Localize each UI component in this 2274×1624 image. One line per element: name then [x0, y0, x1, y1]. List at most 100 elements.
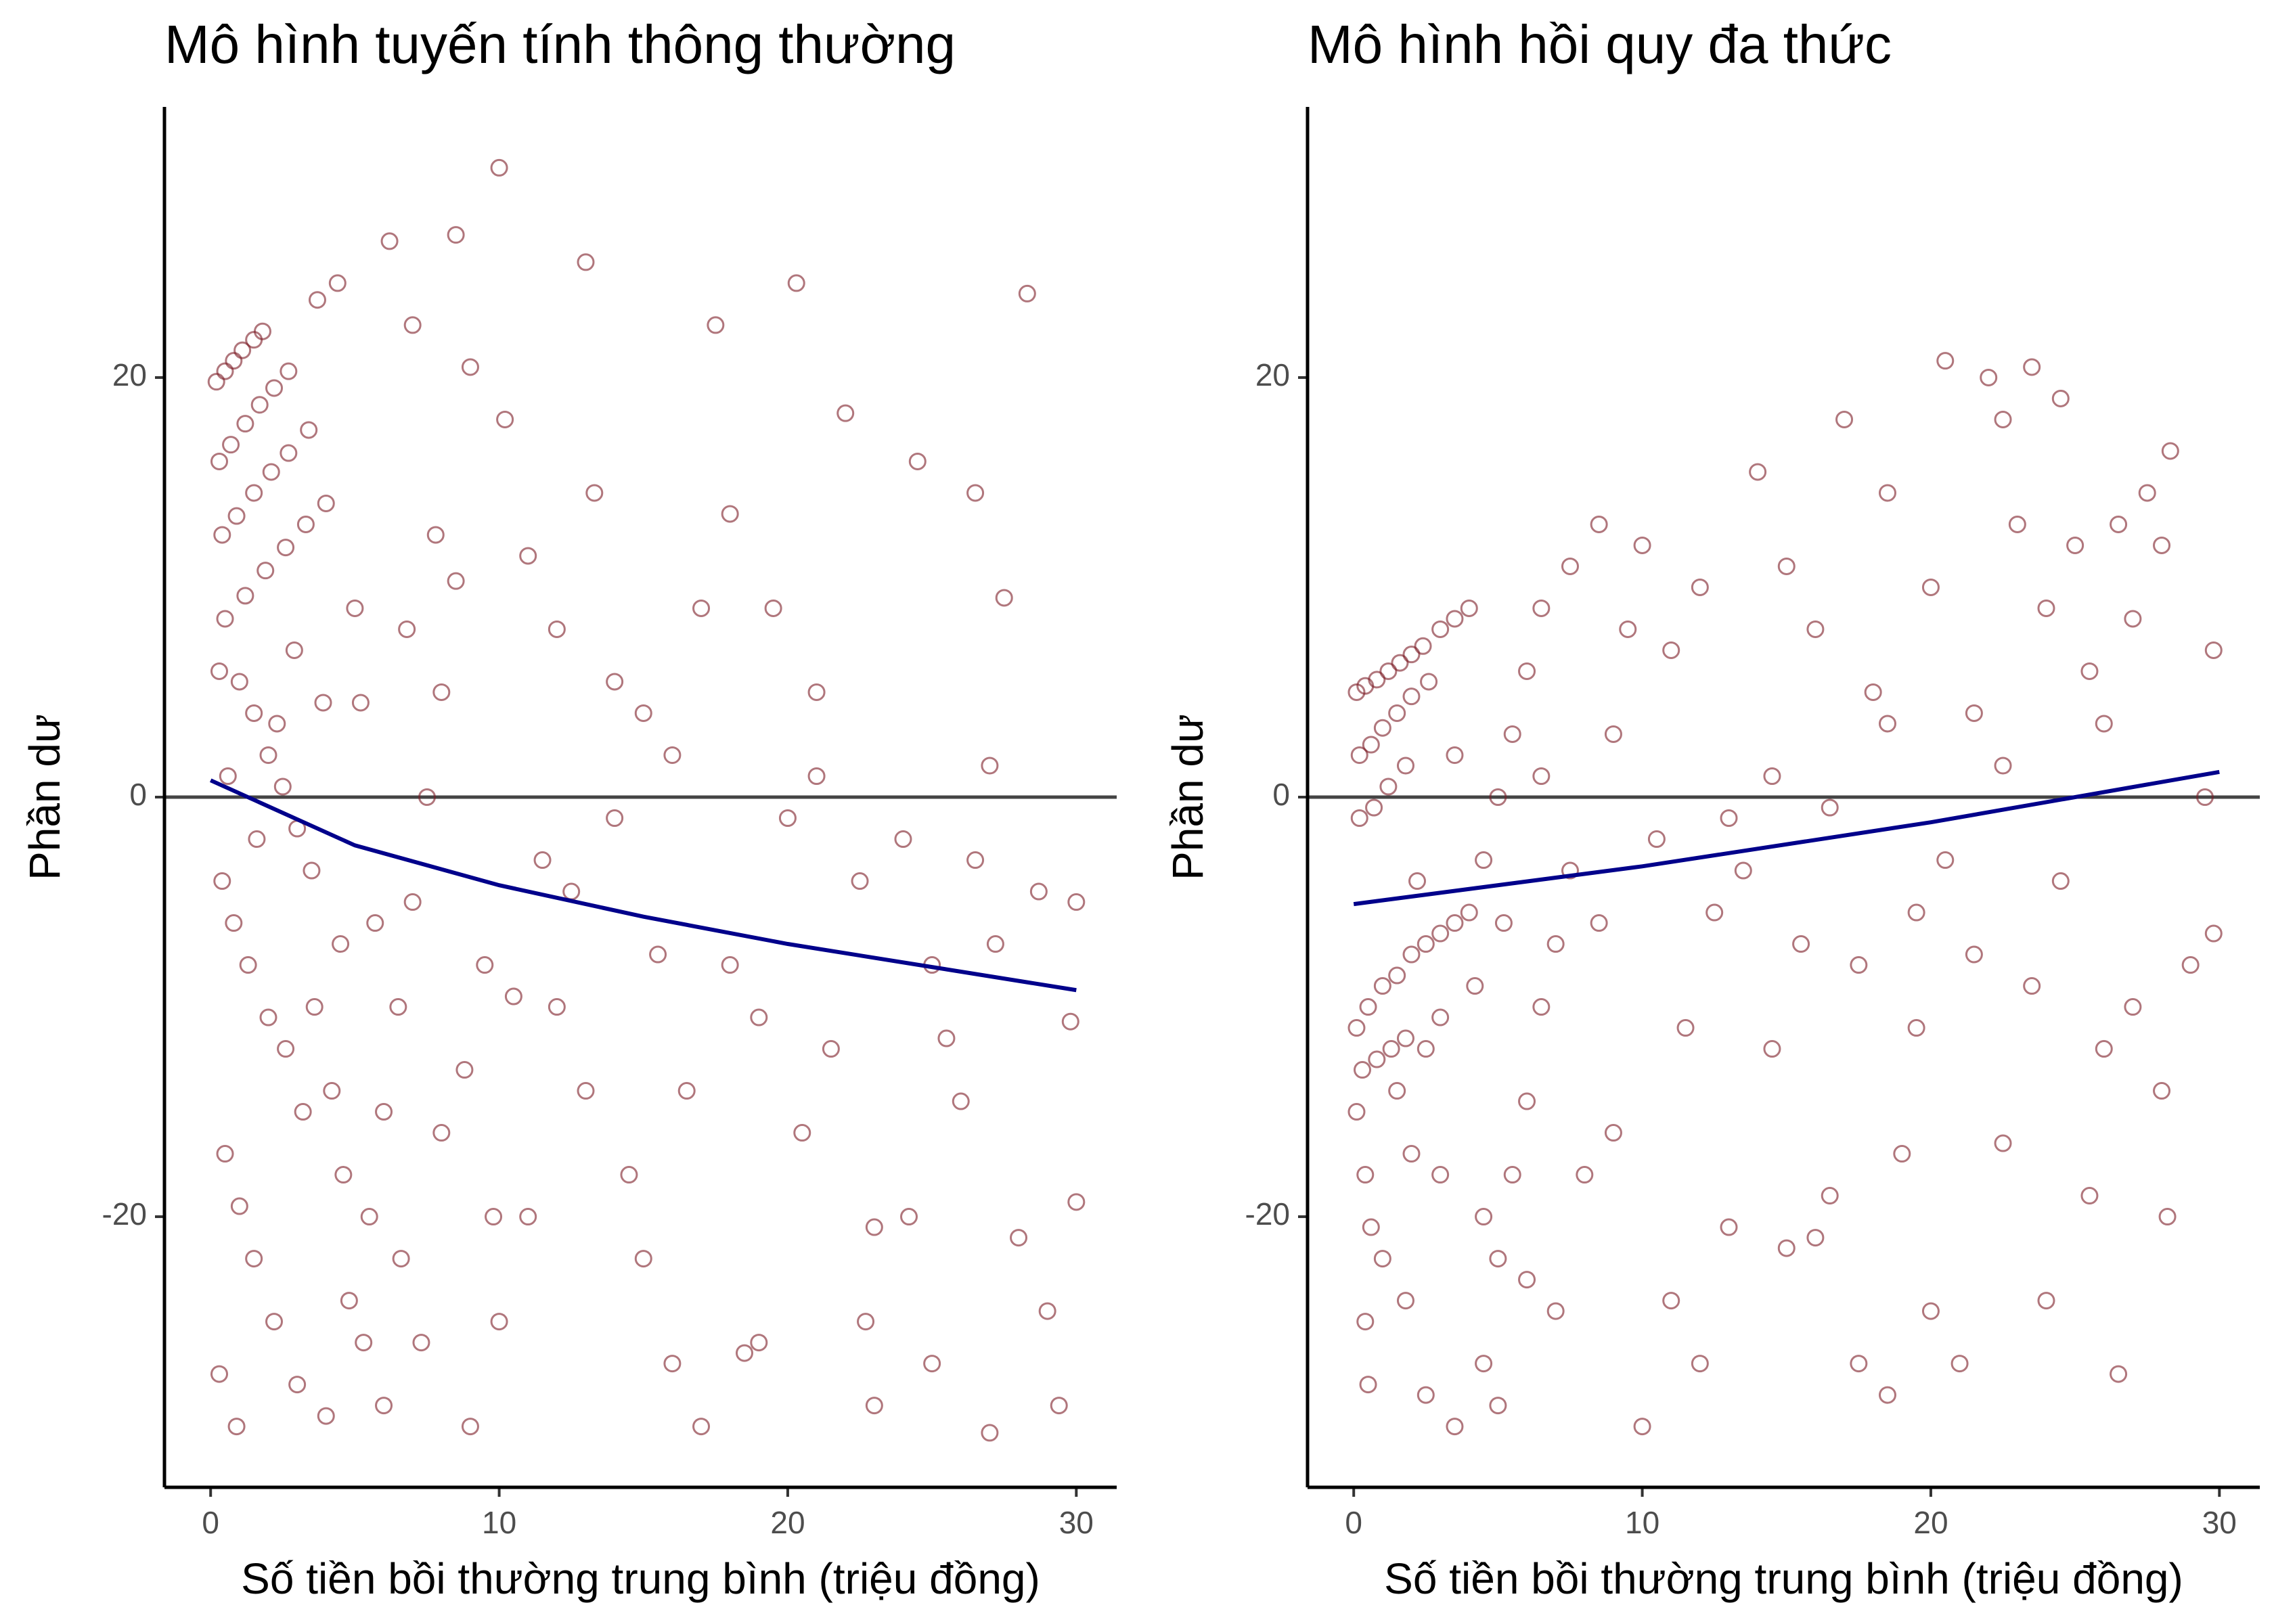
point	[265, 1313, 284, 1331]
point	[432, 1124, 451, 1142]
x-tick-label: 0	[1345, 1505, 1362, 1540]
point	[2153, 1082, 2171, 1100]
point	[305, 998, 324, 1016]
point	[1354, 1061, 1372, 1079]
point	[2204, 641, 2223, 659]
point	[1396, 1292, 1414, 1310]
point	[2037, 599, 2055, 617]
point	[606, 673, 624, 691]
point	[692, 1418, 711, 1436]
point	[285, 641, 303, 659]
point	[1734, 861, 1752, 880]
point	[360, 1208, 378, 1226]
point	[649, 945, 667, 964]
point	[308, 291, 326, 309]
point	[533, 851, 552, 870]
point	[1749, 463, 1767, 481]
point	[750, 1334, 768, 1352]
point	[787, 274, 805, 292]
point	[490, 1313, 508, 1331]
point	[1647, 830, 1666, 849]
point	[2110, 1365, 2128, 1383]
point	[259, 746, 277, 764]
point	[1546, 935, 1565, 953]
point	[323, 1082, 341, 1100]
point	[735, 1344, 753, 1362]
point	[280, 362, 298, 380]
point	[213, 526, 231, 544]
point	[1350, 746, 1368, 764]
point	[1373, 977, 1391, 995]
point	[1893, 1145, 1911, 1163]
point	[2110, 515, 2128, 533]
chart-title: Mô hình hồi quy đa thức	[1308, 14, 1892, 74]
point	[1489, 1250, 1507, 1268]
point	[1546, 1302, 1565, 1320]
point	[1980, 368, 1998, 386]
point	[793, 1124, 811, 1142]
point	[1494, 914, 1513, 932]
point	[461, 358, 479, 376]
point	[222, 436, 240, 454]
point	[432, 683, 451, 701]
point	[750, 1008, 768, 1027]
point	[334, 1166, 353, 1184]
point	[1821, 798, 1839, 817]
point	[233, 341, 252, 359]
point	[1907, 903, 1925, 922]
x-tick-label: 30	[2202, 1505, 2237, 1540]
point	[986, 935, 1004, 953]
point	[548, 998, 566, 1016]
point	[1950, 1355, 1969, 1373]
point	[620, 1166, 638, 1184]
point	[403, 893, 422, 911]
point	[340, 1292, 358, 1310]
point	[2095, 1040, 2113, 1058]
point	[981, 1424, 999, 1442]
point	[257, 562, 275, 580]
point	[1067, 893, 1086, 911]
point	[2153, 536, 2171, 554]
point	[1417, 1386, 1435, 1404]
x-tick-label: 10	[1625, 1505, 1659, 1540]
point	[1402, 945, 1421, 964]
point	[663, 1355, 682, 1373]
point	[1835, 410, 1854, 428]
point	[210, 1365, 229, 1383]
point	[1382, 1040, 1400, 1058]
point	[2195, 788, 2214, 806]
point	[952, 1092, 970, 1110]
point	[1414, 637, 1432, 655]
point	[937, 1029, 956, 1047]
x-tick-label: 10	[482, 1505, 516, 1540]
point	[1359, 1376, 1377, 1394]
point	[236, 587, 254, 605]
point	[822, 1040, 840, 1058]
point	[1590, 515, 1608, 533]
point	[1532, 998, 1551, 1016]
point	[239, 956, 257, 974]
point	[412, 1334, 430, 1352]
point	[227, 1418, 246, 1436]
y-axis-label: Phần dư	[20, 714, 69, 880]
point	[577, 1082, 595, 1100]
point	[1420, 673, 1438, 691]
y-tick-label: 20	[112, 357, 147, 392]
point	[245, 1250, 263, 1268]
point	[1907, 1019, 1925, 1037]
point	[216, 1145, 234, 1163]
point	[908, 452, 927, 470]
point	[2023, 358, 2041, 376]
point	[778, 809, 797, 828]
point	[268, 715, 286, 733]
point	[1489, 1397, 1507, 1415]
point	[966, 851, 985, 870]
point	[1921, 578, 1940, 596]
point	[1777, 1239, 1796, 1257]
point	[265, 379, 284, 397]
y-tick-label: -20	[102, 1196, 147, 1232]
point	[1633, 536, 1651, 554]
point	[1604, 725, 1622, 743]
point	[248, 830, 266, 849]
point	[314, 694, 332, 712]
